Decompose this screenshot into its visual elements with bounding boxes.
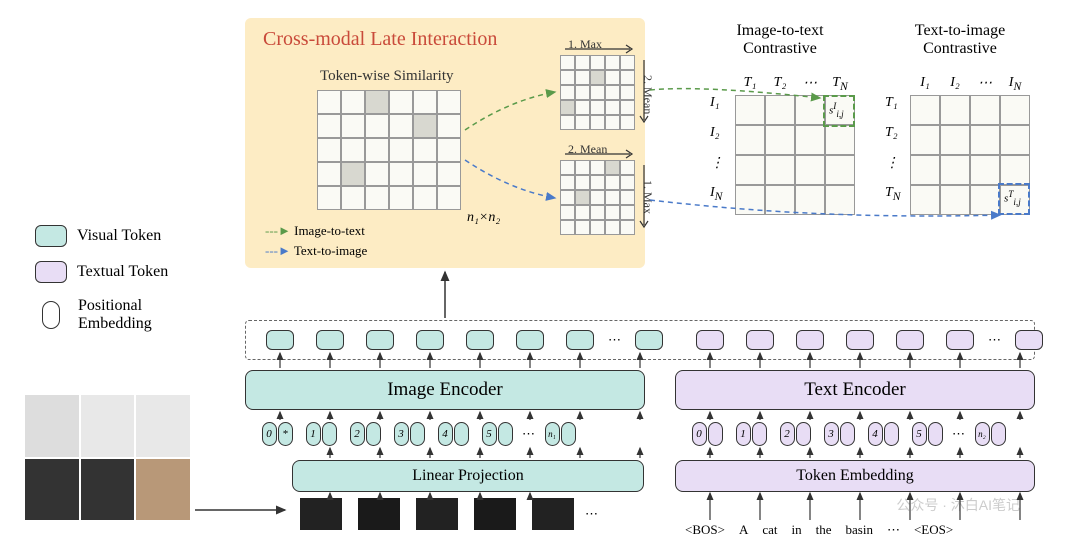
crossmodal-title: Cross-modal Late Interaction — [263, 28, 497, 51]
sim-dimensions: n₁×n₂ — [467, 210, 500, 226]
input-cat-image — [25, 395, 190, 520]
dash-legend: ---► Image-to-text ---► Text-to-image — [265, 223, 367, 263]
visual-token-swatch — [35, 225, 67, 247]
legend-positional: PositionalEmbedding — [35, 297, 168, 333]
legend-textual-label: Textual Token — [77, 263, 168, 281]
legend-visual-label: Visual Token — [77, 227, 161, 245]
mini-grid-t2i: 2. Mean 1. Max — [560, 160, 635, 235]
i2t-contrastive-title: Image-to-textContrastive — [705, 22, 855, 58]
legend: Visual Token Textual Token PositionalEmb… — [35, 225, 168, 347]
tokenwise-label: Token-wise Similarity — [320, 68, 454, 85]
visual-output-tokens: ⋯ — [255, 330, 674, 350]
text-input-tokens: <BOS>Acatinthebasin⋯<EOS> — [678, 522, 960, 538]
t2i-grid: I₁I₂⋯IN T₁T₂⋮TN sTi,j — [910, 95, 1030, 215]
textual-token-swatch — [35, 261, 67, 283]
legend-visual: Visual Token — [35, 225, 168, 247]
textual-positional-tokens: 0 1 2 3 4 5 ⋯ n₂ — [685, 422, 1012, 446]
image-patches: ⋯ — [292, 498, 601, 530]
legend-textual: Textual Token — [35, 261, 168, 283]
dash-green-legend: ---► Image-to-text — [265, 223, 367, 239]
token-embedding: Token Embedding — [675, 460, 1035, 492]
i2t-grid: T₁T₂⋯TN I₁I₂⋮IN sIi,j — [735, 95, 855, 215]
mini-grid-i2t: 1. Max 2. Mean — [560, 55, 635, 130]
image-encoder: Image Encoder — [245, 370, 645, 410]
visual-positional-tokens: 0* 1 2 3 4 5 ⋯ n₁ — [255, 422, 582, 446]
legend-positional-label: PositionalEmbedding — [78, 297, 152, 333]
t2i-contrastive-title: Text-to-imageContrastive — [880, 22, 1040, 58]
dash-blue-legend: ---► Text-to-image — [265, 243, 367, 259]
similarity-grid — [317, 90, 461, 210]
linear-projection: Linear Projection — [292, 460, 644, 492]
textual-output-tokens: ⋯ — [685, 330, 1054, 350]
positional-pill-swatch — [42, 301, 60, 329]
t2i-score-label: sTi,j — [1004, 189, 1021, 207]
text-encoder: Text Encoder — [675, 370, 1035, 410]
i2t-score-label: sIi,j — [829, 101, 844, 119]
watermark: 公众号 · 沐白AI笔记 — [896, 495, 1020, 515]
